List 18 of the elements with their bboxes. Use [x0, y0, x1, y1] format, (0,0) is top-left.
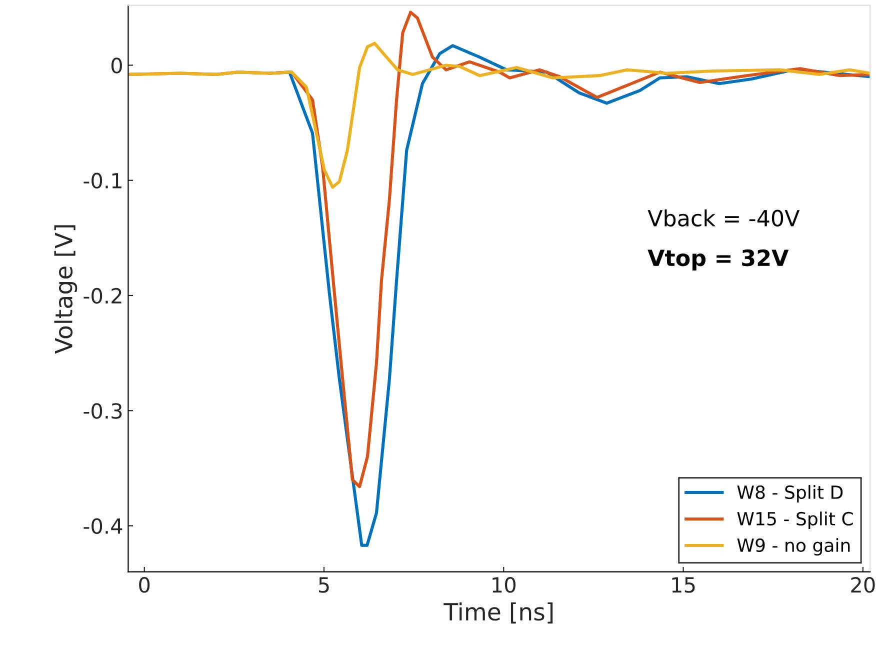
y-tick-label: -0.1	[84, 172, 122, 189]
legend-label: W9 - no gain	[737, 538, 850, 556]
x-tick-label: 0	[139, 577, 150, 593]
x-tick-label: 20	[851, 577, 875, 593]
annotation: Vtop = 32V	[648, 249, 789, 271]
y-tick-label: 0	[111, 58, 122, 74]
y-tick-label: -0.2	[84, 288, 122, 304]
y-tick-label: -0.4	[84, 518, 122, 534]
annotation: Vback = -40V	[648, 209, 800, 227]
x-tick-label: 15	[672, 577, 695, 593]
x-tick-label: 5	[318, 577, 329, 593]
legend-label: W8 - Split D	[737, 485, 843, 503]
y-axis-title: Voltage [V]	[54, 225, 78, 354]
line-series	[128, 42, 870, 189]
x-axis-title: Time [ns]	[444, 602, 553, 624]
legend-label: W15 - Split C	[737, 512, 853, 530]
x-tick-label: 10	[492, 577, 516, 593]
y-tick-label: -0.3	[84, 403, 122, 419]
